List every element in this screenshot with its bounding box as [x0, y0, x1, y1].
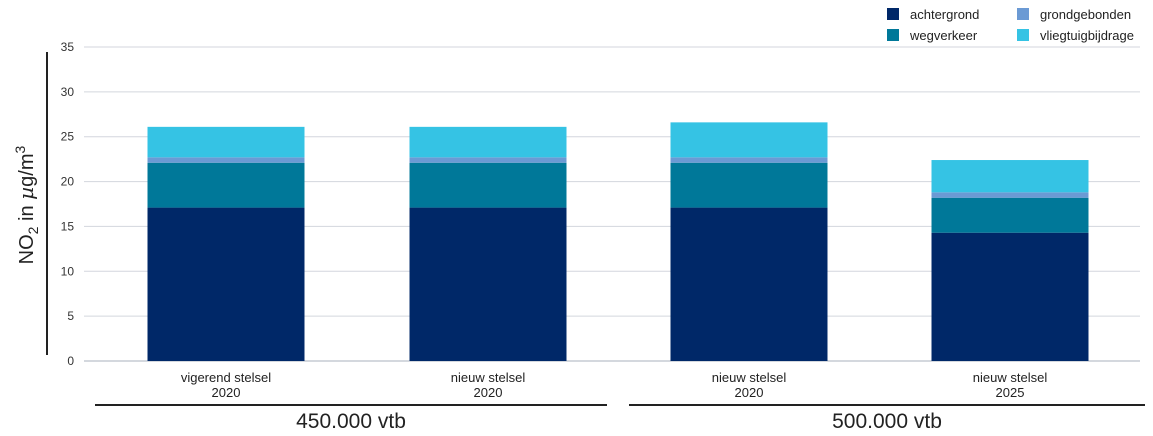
- category-label-2-line2: 2020: [735, 385, 764, 400]
- bar-achtergrond-3: [931, 232, 1089, 361]
- y-tick-label-25: 25: [61, 130, 75, 144]
- bars: [147, 122, 1089, 361]
- bar-wegverkeer-3: [931, 197, 1089, 233]
- group-label-0: 450.000 vtb: [296, 410, 406, 433]
- y-tick-label-10: 10: [61, 264, 75, 278]
- bar-wegverkeer-2: [670, 162, 828, 208]
- legend-swatch-vliegtuigbijdrage: [1017, 29, 1029, 41]
- legend-label-vliegtuigbijdrage: vliegtuigbijdrage: [1040, 28, 1134, 43]
- y-tick-label-35: 35: [61, 40, 75, 54]
- bar-vliegtuigbijdrage-0: [147, 126, 305, 158]
- bar-wegverkeer-1: [409, 162, 567, 208]
- category-label-3-line2: 2025: [996, 385, 1025, 400]
- legend-label-wegverkeer: wegverkeer: [909, 28, 978, 43]
- y-axis-label-main: NO: [16, 234, 38, 264]
- y-tick-label-30: 30: [61, 85, 75, 99]
- y-axis-label-sup: 3: [12, 145, 28, 153]
- legend-label-grondgebonden: grondgebonden: [1040, 7, 1131, 22]
- legend-label-achtergrond: achtergrond: [910, 7, 979, 22]
- bar-achtergrond-1: [409, 207, 567, 361]
- bar-vliegtuigbijdrage-1: [409, 126, 567, 158]
- category-label-1-line1: nieuw stelsel: [451, 370, 526, 385]
- y-axis-label-mid: in: [16, 200, 38, 227]
- bar-wegverkeer-0: [147, 162, 305, 208]
- legend-swatch-grondgebonden: [1017, 8, 1029, 20]
- category-label-3-line1: nieuw stelsel: [973, 370, 1048, 385]
- bar-grondgebonden-0: [147, 157, 305, 163]
- group-labels: 450.000 vtb 500.000 vtb: [95, 404, 1145, 433]
- y-axis-label-mu: µ: [14, 187, 38, 200]
- y-tick-labels: 0 5 10 15 20 25 30 35: [61, 40, 75, 368]
- y-tick-label-20: 20: [61, 175, 75, 189]
- bar-grondgebonden-3: [931, 192, 1089, 198]
- y-axis-label: NO2 in µg/m3: [12, 145, 41, 264]
- bar-achtergrond-0: [147, 207, 305, 361]
- legend-swatch-wegverkeer: [887, 29, 899, 41]
- bar-grondgebonden-2: [670, 157, 828, 163]
- y-axis-label-unit: g/m: [16, 153, 38, 186]
- group-label-1: 500.000 vtb: [832, 410, 942, 433]
- y-tick-label-15: 15: [61, 219, 75, 233]
- bar-achtergrond-2: [670, 207, 828, 361]
- bar-vliegtuigbijdrage-2: [670, 122, 828, 158]
- y-tick-label-5: 5: [67, 309, 74, 323]
- legend: achtergrond wegverkeer grondgebonden vliegt…: [887, 7, 1134, 43]
- category-label-2-line1: nieuw stelsel: [712, 370, 787, 385]
- bar-vliegtuigbijdrage-3: [931, 160, 1089, 193]
- category-label-0-line2: 2020: [212, 385, 241, 400]
- y-tick-label-0: 0: [67, 354, 74, 368]
- bar-grondgebonden-1: [409, 157, 567, 163]
- y-axis-label-sub: 2: [25, 226, 41, 234]
- legend-swatch-achtergrond: [887, 8, 899, 20]
- category-label-1-line2: 2020: [474, 385, 503, 400]
- category-label-0-line1: vigerend stelsel: [181, 370, 271, 385]
